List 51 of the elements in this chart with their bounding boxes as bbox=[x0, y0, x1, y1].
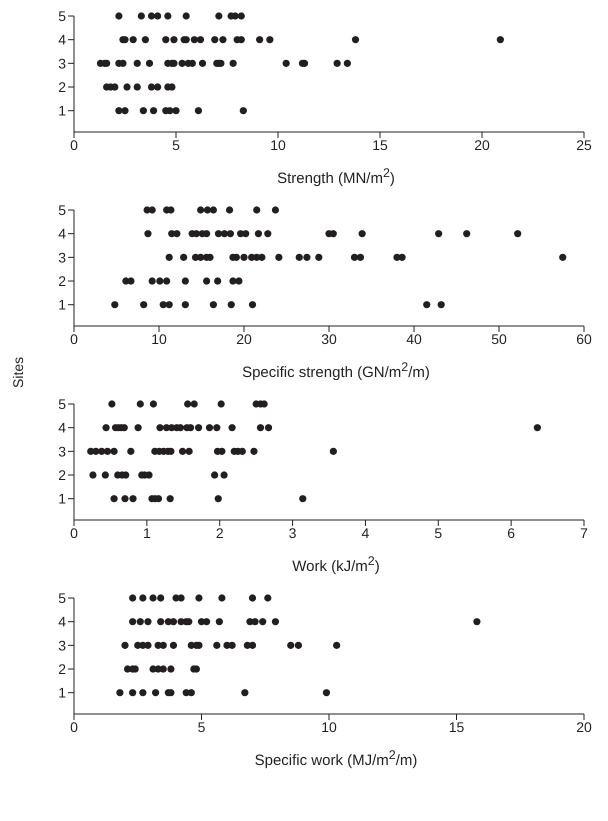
y-tick-label: 4 bbox=[58, 32, 66, 48]
x-axis-title: Specific strength (GN/m$^{2}$/m) bbox=[241, 359, 431, 383]
x-axis-title: Strength (MN/m$^{2}$) bbox=[276, 165, 396, 189]
x-tick-label: 5 bbox=[434, 524, 442, 541]
x-tick-label: 2 bbox=[216, 524, 224, 541]
y-tick-label: 1 bbox=[58, 296, 66, 313]
x-axis-title: Specific work (MJ/m$^{2}$/m) bbox=[254, 747, 418, 771]
y-tick-label: 3 bbox=[58, 249, 66, 266]
y-tick-label: 3 bbox=[58, 55, 66, 72]
x-tick-label: 20 bbox=[576, 718, 592, 735]
x-tick-label: 0 bbox=[70, 524, 78, 541]
x-tick-label: 60 bbox=[576, 330, 592, 347]
y-axis-title: Sites bbox=[10, 356, 26, 388]
y-tick-label: 1 bbox=[58, 102, 66, 119]
x-tick-label: 1 bbox=[142, 524, 151, 541]
y-tick-label: 2 bbox=[58, 466, 66, 483]
x-tick-label: 15 bbox=[448, 718, 464, 735]
y-tick-label: 5 bbox=[58, 590, 66, 606]
x-tick-label: 3 bbox=[288, 524, 297, 541]
x-tick-label: 4 bbox=[362, 524, 370, 541]
y-tick-label: 5 bbox=[58, 396, 66, 412]
y-tick-label: 4 bbox=[58, 614, 66, 630]
y-tick-label: 3 bbox=[58, 637, 66, 654]
x-tick-label: 0 bbox=[70, 136, 78, 153]
y-tick-label: 2 bbox=[58, 660, 66, 677]
x-tick-label: 20 bbox=[474, 136, 490, 153]
y-tick-label: 1 bbox=[58, 490, 66, 507]
y-tick-label: 5 bbox=[58, 202, 66, 218]
x-tick-label: 5 bbox=[198, 718, 206, 735]
x-tick-label: 0 bbox=[70, 718, 78, 735]
x-tick-label: 25 bbox=[576, 136, 592, 153]
x-tick-label: 20 bbox=[236, 330, 252, 347]
y-tick-label: 1 bbox=[58, 684, 66, 701]
x-axis-title: Work (kJ/m$^{2}$) bbox=[291, 553, 381, 577]
x-tick-label: 30 bbox=[321, 330, 337, 347]
x-tick-label: 0 bbox=[70, 330, 78, 347]
y-tick-label: 2 bbox=[58, 272, 66, 289]
x-tick-label: 15 bbox=[372, 136, 388, 153]
x-tick-label: 5 bbox=[172, 136, 180, 153]
y-tick-label: 3 bbox=[58, 443, 66, 460]
x-tick-label: 10 bbox=[270, 136, 286, 153]
y-tick-label: 2 bbox=[58, 78, 66, 95]
y-tick-label: 4 bbox=[58, 226, 66, 242]
x-tick-label: 10 bbox=[321, 718, 337, 735]
x-tick-label: 7 bbox=[580, 524, 588, 541]
y-tick-label: 5 bbox=[58, 8, 66, 24]
x-tick-label: 6 bbox=[507, 524, 516, 541]
x-tick-label: 50 bbox=[491, 330, 507, 347]
x-tick-label: 40 bbox=[406, 330, 422, 347]
x-tick-label: 10 bbox=[151, 330, 167, 347]
y-tick-label: 4 bbox=[58, 420, 66, 436]
